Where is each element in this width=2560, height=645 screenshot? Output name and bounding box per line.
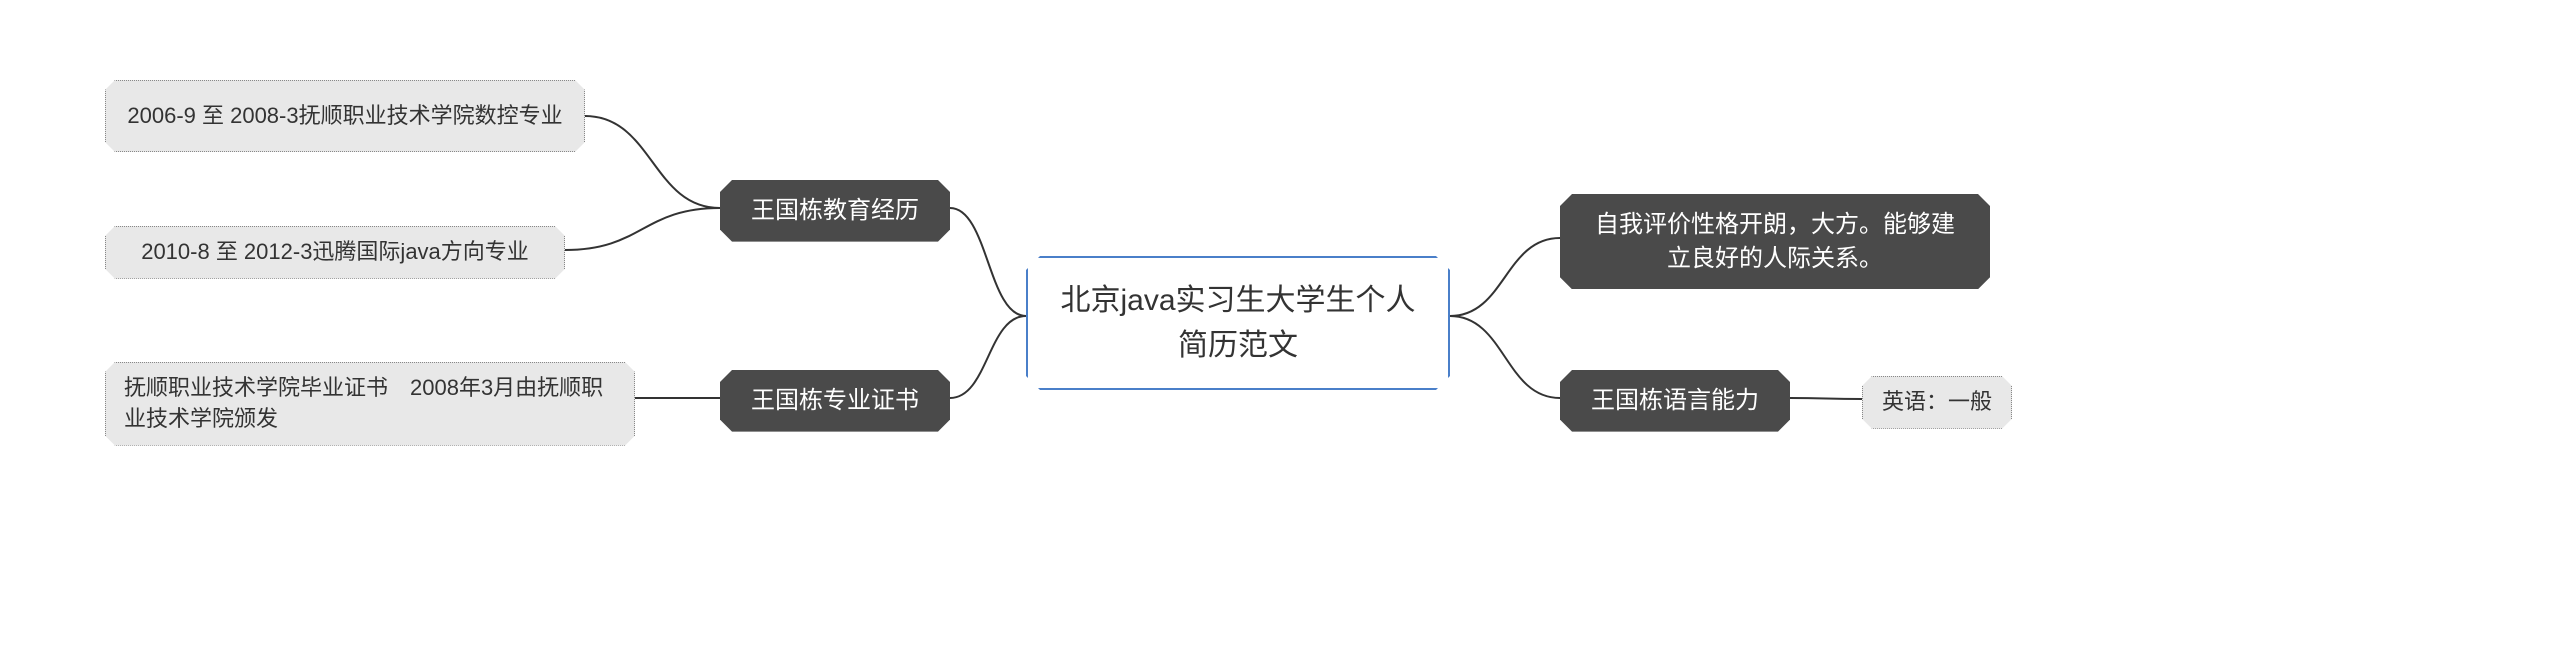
- leaf-edu-1: 2006-9 至 2008-3抚顺职业技术学院数控专业: [105, 80, 585, 152]
- branch-education: 王国栋教育经历: [720, 180, 950, 242]
- branch-self-eval-label: 自我评价性格开朗，大方。能够建立良好的人际关系。: [1584, 208, 1966, 275]
- leaf-edu-2: 2010-8 至 2012-3迅腾国际java方向专业: [105, 226, 565, 279]
- leaf-edu-1-label: 2006-9 至 2008-3抚顺职业技术学院数控专业: [127, 101, 562, 132]
- leaf-edu-2-label: 2010-8 至 2012-3迅腾国际java方向专业: [141, 237, 529, 268]
- branch-education-label: 王国栋教育经历: [751, 194, 919, 228]
- leaf-lang-1-label: 英语：一般: [1882, 387, 1992, 418]
- branch-language: 王国栋语言能力: [1560, 370, 1790, 432]
- branch-language-label: 王国栋语言能力: [1591, 384, 1759, 418]
- branch-certificate: 王国栋专业证书: [720, 370, 950, 432]
- branch-self-eval: 自我评价性格开朗，大方。能够建立良好的人际关系。: [1560, 194, 1990, 289]
- center-node: 北京java实习生大学生个人简历范文: [1026, 256, 1450, 390]
- leaf-cert-1-label: 抚顺职业技术学院毕业证书 2008年3月由抚顺职业技术学院颁发: [124, 373, 616, 435]
- center-label: 北京java实习生大学生个人简历范文: [1058, 278, 1418, 368]
- leaf-cert-1: 抚顺职业技术学院毕业证书 2008年3月由抚顺职业技术学院颁发: [105, 362, 635, 446]
- leaf-lang-1: 英语：一般: [1862, 376, 2012, 429]
- branch-certificate-label: 王国栋专业证书: [751, 384, 919, 418]
